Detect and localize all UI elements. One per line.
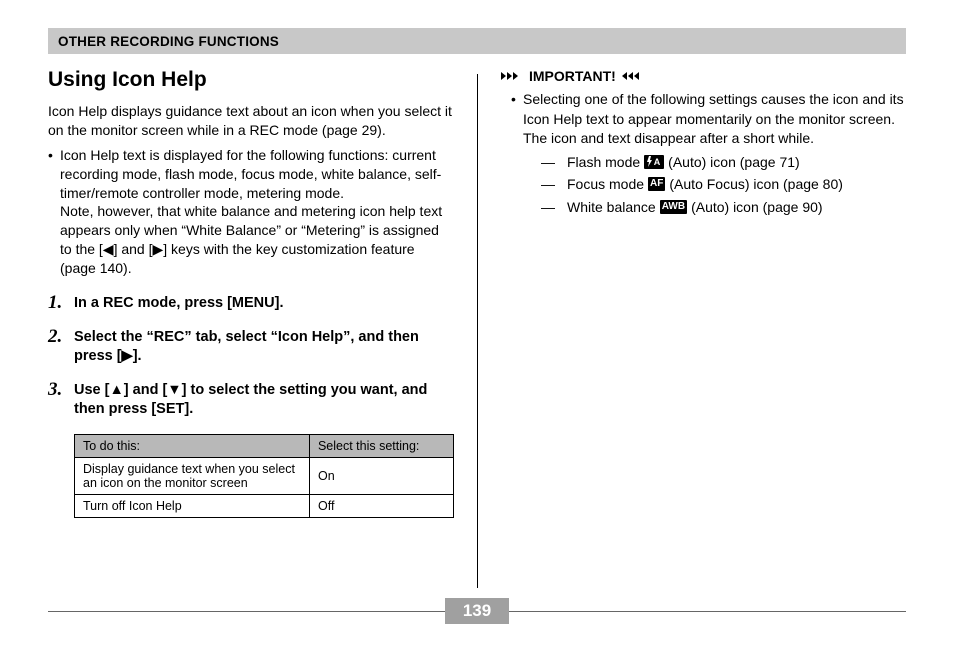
table-cell: Display guidance text when you select an… — [75, 457, 310, 494]
dash-marker: — — [541, 196, 567, 218]
dash-text: Flash mode A (Auto) icon (page 71) — [567, 151, 800, 173]
column-divider — [477, 74, 478, 588]
step-item: Use [▲] and [▼] to select the setting yo… — [48, 381, 453, 420]
table-row: Display guidance text when you select an… — [75, 457, 454, 494]
dash-marker: — — [541, 173, 567, 195]
document-page: OTHER RECORDING FUNCTIONS Using Icon Hel… — [0, 0, 954, 646]
bullet-text: Icon Help text is displayed for the foll… — [60, 146, 453, 203]
arrows-right-icon — [501, 70, 523, 82]
section-header-bar: OTHER RECORDING FUNCTIONS — [48, 28, 906, 54]
dash-item: — White balance AWB (Auto) icon (page 90… — [541, 196, 906, 218]
table-header-cell: Select this setting: — [309, 434, 453, 457]
bullet-note: Note, however, that white balance and me… — [48, 202, 453, 278]
bullet-marker: • — [48, 146, 60, 203]
footer-line — [48, 611, 445, 612]
dash-text: White balance AWB (Auto) icon (page 90) — [567, 196, 823, 218]
arrows-left-icon — [622, 70, 644, 82]
important-heading: IMPORTANT! — [501, 68, 906, 84]
important-label: IMPORTANT! — [529, 68, 616, 84]
table-header-row: To do this: Select this setting: — [75, 434, 454, 457]
steps-list: In a REC mode, press [MENU]. Select the … — [48, 294, 453, 420]
dash-text: Focus mode AF (Auto Focus) icon (page 80… — [567, 173, 843, 195]
dash-prefix: Focus mode — [567, 173, 644, 195]
bullet-marker: • — [511, 90, 523, 218]
table-row: Turn off Icon Help Off — [75, 494, 454, 517]
dash-prefix: White balance — [567, 196, 656, 218]
important-content: Selecting one of the following settings … — [523, 90, 906, 218]
dash-suffix: (Auto) icon (page 71) — [668, 151, 800, 173]
step-item: In a REC mode, press [MENU]. — [48, 294, 453, 314]
af-icon: AF — [648, 177, 665, 191]
intro-paragraph: Icon Help displays guidance text about a… — [48, 102, 453, 140]
dash-suffix: (Auto Focus) icon (page 80) — [669, 173, 843, 195]
svg-text:A: A — [654, 157, 661, 167]
table-cell: On — [309, 457, 453, 494]
section-header-text: OTHER RECORDING FUNCTIONS — [58, 34, 279, 49]
right-column: IMPORTANT! • Selecting one of the follow… — [477, 68, 906, 518]
table-header-cell: To do this: — [75, 434, 310, 457]
left-column: Using Icon Help Icon Help displays guida… — [48, 68, 477, 518]
bullet-item: • Icon Help text is displayed for the fo… — [48, 146, 453, 203]
dash-list: — Flash mode A (Auto) icon (page 71) — — [523, 151, 906, 218]
dash-marker: — — [541, 151, 567, 173]
table-cell: Off — [309, 494, 453, 517]
awb-icon: AWB — [660, 200, 687, 214]
table-cell: Turn off Icon Help — [75, 494, 310, 517]
footer-line — [509, 611, 906, 612]
dash-prefix: Flash mode — [567, 151, 640, 173]
step-item: Select the “REC” tab, select “Icon Help”… — [48, 328, 453, 367]
section-title: Using Icon Help — [48, 68, 453, 92]
page-footer: 139 — [0, 598, 954, 624]
flash-auto-icon: A — [644, 155, 664, 169]
bullet-block: • Icon Help text is displayed for the fo… — [48, 146, 453, 278]
important-bullet: • Selecting one of the following setting… — [501, 90, 906, 218]
important-text: Selecting one of the following settings … — [523, 91, 904, 146]
settings-table: To do this: Select this setting: Display… — [74, 434, 454, 518]
dash-item: — Focus mode AF (Auto Focus) icon (page … — [541, 173, 906, 195]
dash-item: — Flash mode A (Auto) icon (page 71) — [541, 151, 906, 173]
page-number: 139 — [445, 598, 509, 624]
dash-suffix: (Auto) icon (page 90) — [691, 196, 823, 218]
